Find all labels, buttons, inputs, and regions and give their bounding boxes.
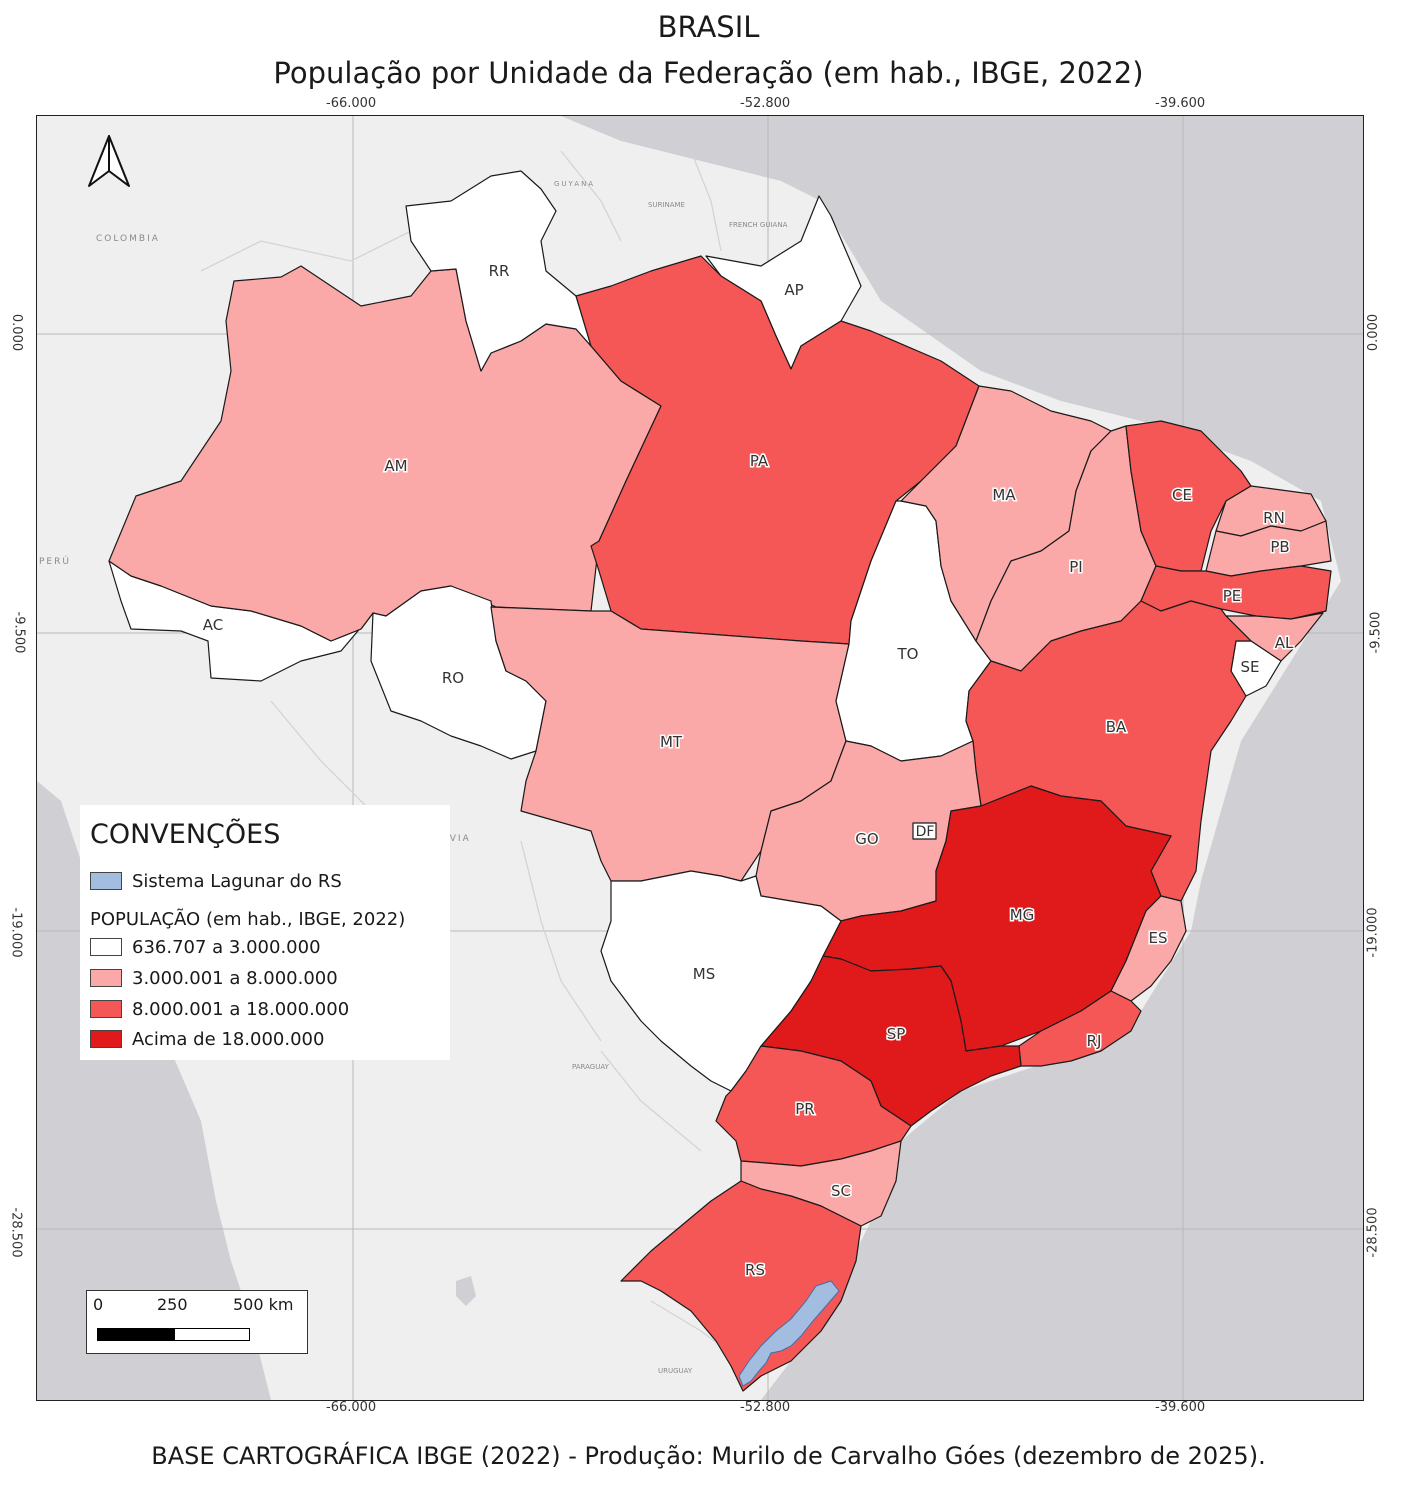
lat-label-left-2: -9.500 <box>11 611 27 654</box>
label-SE: SE <box>1241 658 1260 676</box>
state-RR[interactable] <box>405 170 592 372</box>
scale-label-0: 0 <box>93 1295 104 1314</box>
legend: CONVENÇÕES Sistema Lagunar do RS POPULAÇ… <box>80 805 450 1060</box>
label-BA: BA <box>1106 718 1127 736</box>
state-DF[interactable] <box>912 822 937 840</box>
label-AP: AP <box>784 281 803 299</box>
label-RS: RS <box>745 1261 765 1279</box>
lon-label-top-2: -52.800 <box>740 96 791 111</box>
lagoon-system-rs[interactable] <box>738 1280 840 1387</box>
label-RR: RR <box>489 262 510 280</box>
scale-label-250: 250 <box>157 1295 188 1314</box>
map-canvas[interactable]: COLOMBIA GUYANA SURINAME FRENCH GUIANA P… <box>37 116 1363 1400</box>
legend-label-lagoon: Sistema Lagunar do RS <box>132 870 342 892</box>
legend-item-class4: Acima de 18.000.000 <box>90 1028 325 1050</box>
legend-label-class1: 636.707 a 3.000.000 <box>132 936 321 958</box>
label-PR: PR <box>795 1100 814 1118</box>
scale-label-500: 500 km <box>233 1295 294 1314</box>
legend-label-class3: 8.000.001 a 18.000.000 <box>132 998 350 1020</box>
label-AL: AL <box>1275 634 1294 652</box>
lat-label-right-2: -9.500 <box>1368 611 1384 654</box>
credits: BASE CARTOGRÁFICA IBGE (2022) - Produção… <box>151 1442 1266 1470</box>
state-MS[interactable] <box>600 870 842 1092</box>
lon-label-top-3: -39.600 <box>1155 96 1206 111</box>
label-ES: ES <box>1149 929 1168 947</box>
lon-label-bottom-1: -66.000 <box>326 1400 377 1415</box>
map-frame[interactable]: COLOMBIA GUYANA SURINAME FRENCH GUIANA P… <box>36 115 1364 1401</box>
scale-segment-black <box>97 1328 174 1341</box>
label-PB: PB <box>1270 538 1289 556</box>
lat-label-left-4: -28.500 <box>8 1207 24 1258</box>
label-MA: MA <box>992 486 1016 504</box>
label-AC: AC <box>203 616 223 634</box>
label-RN: RN <box>1263 509 1285 527</box>
country-label-french-guiana: FRENCH GUIANA <box>729 221 788 229</box>
label-CE: CE <box>1172 486 1192 504</box>
legend-label-class4: Acima de 18.000.000 <box>132 1028 325 1050</box>
legend-item-class2: 3.000.001 a 8.000.000 <box>90 967 338 989</box>
state-CE[interactable] <box>1125 420 1252 572</box>
state-RJ[interactable] <box>1018 990 1142 1067</box>
country-label-guyana: GUYANA <box>554 180 595 188</box>
label-PA: PA <box>750 452 769 470</box>
lat-label-right-3: -19.000 <box>1365 907 1381 958</box>
legend-label-class2: 3.000.001 a 8.000.000 <box>132 967 338 989</box>
country-label-paraguay: PARAGUAY <box>572 1063 610 1071</box>
map-title: BRASIL <box>657 10 760 44</box>
legend-item-class3: 8.000.001 a 18.000.000 <box>90 998 350 1020</box>
label-SC: SC <box>831 1182 851 1200</box>
label-PE: PE <box>1223 587 1242 605</box>
lake-titicaca <box>456 1276 476 1306</box>
label-AM: AM <box>384 457 407 475</box>
country-label-peru: PERÚ <box>39 555 71 567</box>
north-arrow-icon <box>88 135 130 187</box>
label-RJ: RJ <box>1087 1032 1102 1050</box>
states-layer <box>108 170 1332 1392</box>
lat-label-left-3: -19.000 <box>8 907 24 958</box>
state-PA[interactable] <box>575 255 980 645</box>
country-label-suriname: SURINAME <box>648 201 685 209</box>
lat-label-right-4: -28.500 <box>1365 1207 1381 1258</box>
label-MG: MG <box>1010 906 1035 924</box>
label-MT: MT <box>660 733 683 751</box>
legend-swatch-class4 <box>90 1030 122 1048</box>
legend-subtitle: POPULAÇÃO (em hab., IBGE, 2022) <box>90 909 406 930</box>
legend-swatch-lagoon <box>90 872 122 890</box>
scale-bar: 0 250 500 km <box>86 1290 308 1354</box>
legend-title: CONVENÇÕES <box>90 819 281 850</box>
state-RS[interactable] <box>620 1180 862 1392</box>
lat-label-right-1: 0.000 <box>1366 313 1382 352</box>
label-TO: TO <box>897 645 919 663</box>
legend-swatch-class2 <box>90 969 122 987</box>
label-MS: MS <box>693 965 715 983</box>
country-label-colombia: COLOMBIA <box>96 234 160 244</box>
country-label-uruguay: URUGUAY <box>658 1367 693 1375</box>
lon-label-top-1: -66.000 <box>326 96 377 111</box>
label-DF: DF <box>916 824 935 840</box>
legend-swatch-class1 <box>90 938 122 956</box>
label-RO: RO <box>442 669 464 687</box>
legend-item-lagoon: Sistema Lagunar do RS <box>90 870 342 892</box>
label-GO: GO <box>855 830 878 848</box>
lon-label-bottom-3: -39.600 <box>1155 1400 1206 1415</box>
state-labels: AC AM RR AP PA RO MT TO MA PI CE RN PB P… <box>201 261 1295 1281</box>
lat-label-left-1: 0.000 <box>9 313 25 352</box>
map-subtitle: População por Unidade da Federação (em h… <box>273 56 1144 90</box>
legend-item-class1: 636.707 a 3.000.000 <box>90 936 321 958</box>
label-SP: SP <box>887 1025 906 1043</box>
label-PI: PI <box>1069 558 1082 576</box>
scale-segment-white <box>174 1328 250 1341</box>
lon-label-bottom-2: -52.800 <box>740 1400 791 1415</box>
legend-swatch-class3 <box>90 1000 122 1018</box>
